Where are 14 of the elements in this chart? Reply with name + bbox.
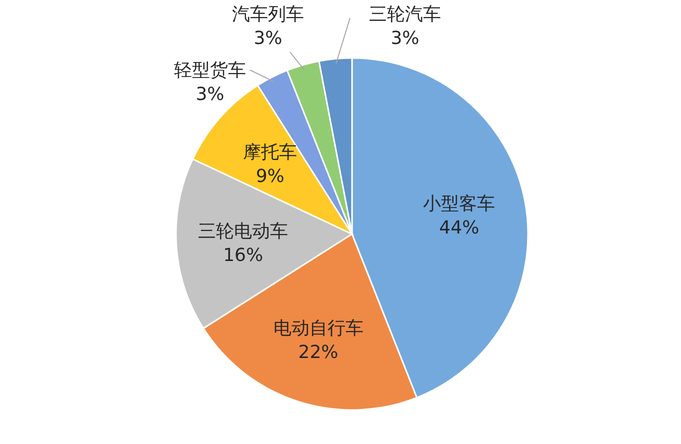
slice-label: 三轮汽车 bbox=[369, 4, 441, 25]
data-label: 22% bbox=[298, 342, 338, 363]
slice-label: 小型客车 bbox=[423, 194, 496, 215]
data-label: 16% bbox=[223, 244, 264, 266]
slice-label: 电动自行车 bbox=[273, 318, 364, 339]
data-label: 44% bbox=[439, 218, 480, 239]
slice-label: 轻型货车 bbox=[174, 60, 246, 81]
slice-label: 汽车列车 bbox=[232, 4, 304, 25]
slice-label: 三轮电动车 bbox=[198, 220, 288, 242]
data-label: 3% bbox=[254, 28, 282, 49]
data-label: 3% bbox=[196, 84, 224, 105]
slice-label: 摩托车 bbox=[243, 142, 298, 163]
data-label: 9% bbox=[256, 166, 284, 187]
data-label: 3% bbox=[390, 28, 420, 49]
